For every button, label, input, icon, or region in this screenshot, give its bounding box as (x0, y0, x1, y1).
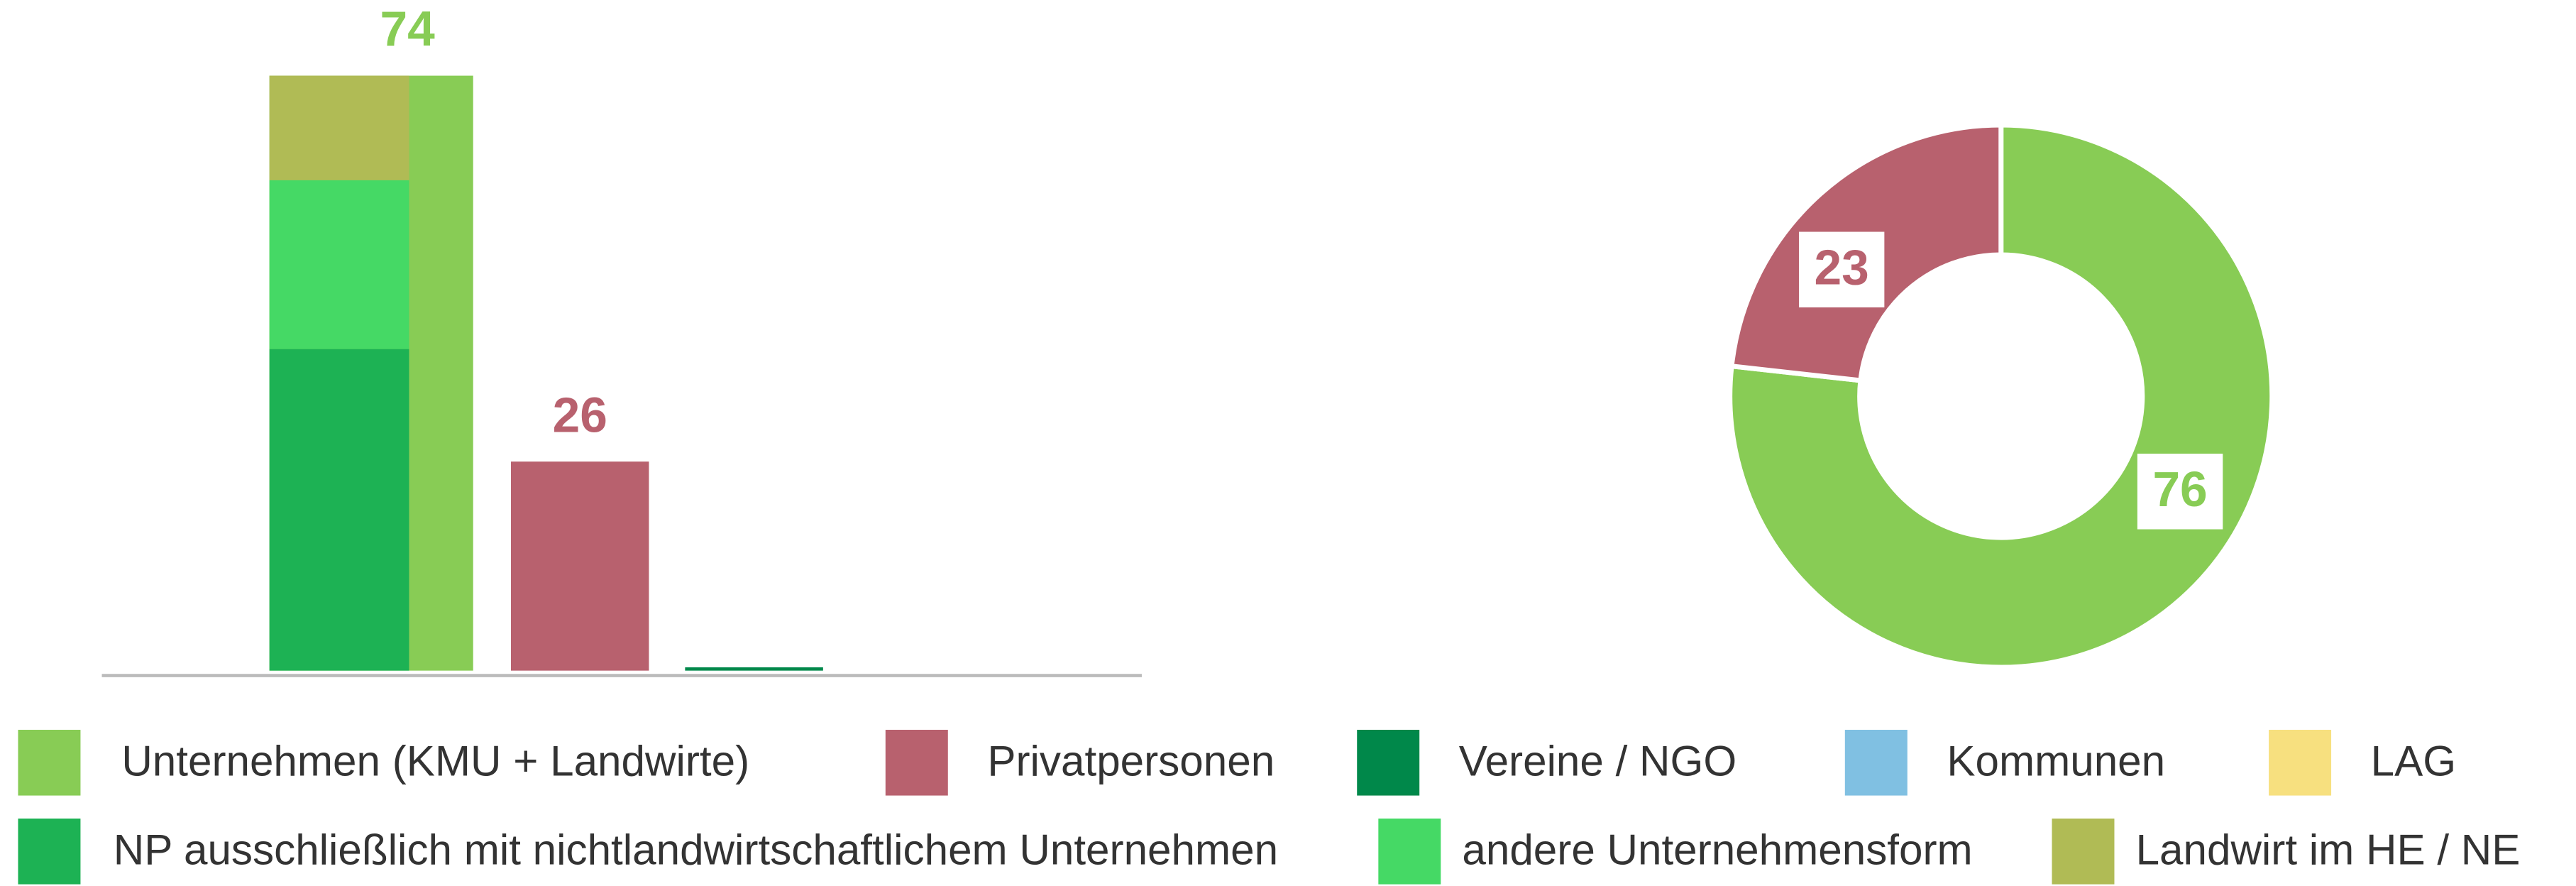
legend-swatch (1378, 818, 1441, 885)
bar (510, 461, 649, 671)
legend-label: NP ausschließlich mit nichtlandwirtschaf… (114, 826, 1278, 874)
legend-label: Vereine / NGO (1459, 737, 1736, 784)
legend-label: LAG (2371, 737, 2456, 784)
legend-label: Kommunen (1947, 737, 2165, 784)
legend-swatch (18, 729, 81, 796)
value-label: 76 (2152, 461, 2207, 517)
value-label-box (2137, 454, 2223, 530)
stack-segment (269, 349, 409, 671)
legend-swatch (2269, 729, 2332, 796)
value-label: 74 (380, 1, 436, 57)
legend-swatch (18, 818, 81, 885)
legend-swatch (1357, 729, 1420, 796)
legend-swatch (2052, 818, 2115, 885)
legend-swatch (1844, 729, 1908, 796)
bar (685, 667, 823, 671)
legend-swatch (885, 729, 948, 796)
value-label-box (1798, 231, 1885, 308)
value-label: 26 (553, 387, 607, 442)
stack-segment (269, 75, 409, 180)
stack-segment (269, 180, 409, 349)
legend-label: andere Unternehmensform (1462, 826, 1972, 874)
legend-label: Unternehmen (KMU + Landwirte) (121, 737, 749, 784)
legend-label: Landwirt im HE / NE (2136, 826, 2521, 874)
legend-label: Privatpersonen (987, 737, 1275, 784)
donut-slice (1727, 122, 2275, 670)
value-label: 23 (1815, 239, 1869, 295)
